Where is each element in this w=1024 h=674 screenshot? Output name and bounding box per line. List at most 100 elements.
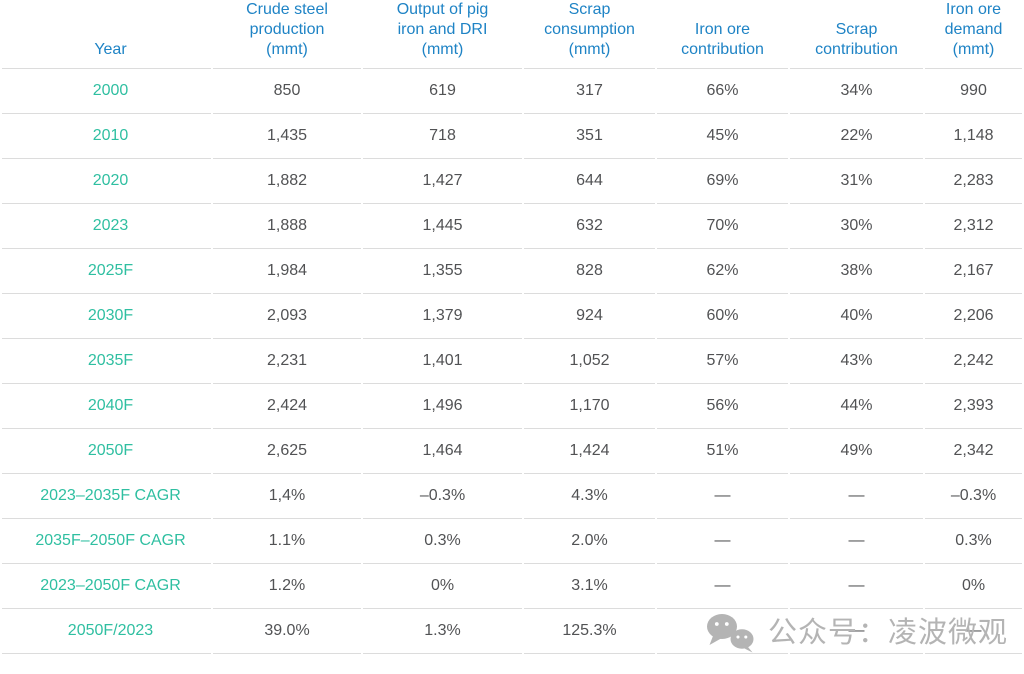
data-cell-iron-ore-demand: 2,167 [925,249,1022,294]
data-cell-scrap-contribution: 38% [790,249,923,294]
table-row: 2020 1,882 1,427 644 69% 31% 2,283 [2,159,1022,204]
data-cell-pig-iron-dri-output: 1,355 [363,249,522,294]
data-cell-scrap-contribution: 30% [790,204,923,249]
data-cell-iron-ore-contribution: 69% [657,159,788,204]
data-cell-scrap-contribution: 43% [790,339,923,384]
data-cell-pig-iron-dri-output: 718 [363,114,522,159]
data-cell-scrap-consumption: 644 [524,159,655,204]
table-row: 2030F 2,093 1,379 924 60% 40% 2,206 [2,294,1022,339]
data-cell-scrap-consumption: 2.0% [524,519,655,564]
table-row: 2000 850 619 317 66% 34% 990 [2,69,1022,114]
data-cell-iron-ore-contribution: 45% [657,114,788,159]
table-row: 2023–2035F CAGR 1,4% –0.3% 4.3% — — –0.3% [2,474,1022,519]
data-cell-crude-steel-production: 1,4% [213,474,361,519]
data-cell-crude-steel-production: 2,231 [213,339,361,384]
data-cell-scrap-consumption: 4.3% [524,474,655,519]
table-row: 2035F 2,231 1,401 1,052 57% 43% 2,242 [2,339,1022,384]
table-row: 2010 1,435 718 351 45% 22% 1,148 [2,114,1022,159]
table-row: 2035F–2050F CAGR 1.1% 0.3% 2.0% — —0.3% [2,519,1022,564]
data-cell-iron-ore-contribution: 57% [657,339,788,384]
data-cell-crude-steel-production: 1,888 [213,204,361,249]
row-label-year: 2025F [2,249,211,294]
data-cell-scrap-contribution: 40% [790,294,923,339]
data-cell-iron-ore-contribution: 60% [657,294,788,339]
data-cell-pig-iron-dri-output: 619 [363,69,522,114]
data-cell-scrap-consumption: 3.1% [524,564,655,609]
row-label-year: 2040F [2,384,211,429]
steel-iron-ore-table: Year Crude steel production (mmt) Output of … [2,0,1022,654]
data-cell-iron-ore-contribution: 62% [657,249,788,294]
data-cell-pig-iron-dri-output: 0% [363,564,522,609]
data-cell-iron-ore-contribution: 66% [657,69,788,114]
data-cell-pig-iron-dri-output: 1,427 [363,159,522,204]
data-cell-iron-ore-contribution: 70% [657,204,788,249]
row-label-year: 2023–2050F CAGR [2,564,211,609]
row-label-year: 2030F [2,294,211,339]
row-label-year: 2023–2035F CAGR [2,474,211,519]
data-cell-iron-ore-demand: 2,312 [925,204,1022,249]
data-cell-scrap-contribution: 34% [790,69,923,114]
data-cell-pig-iron-dri-output: 1,401 [363,339,522,384]
table-body: 2000 850 619 317 66% 34% 990 2010 1,435 718 351 45%… [2,69,1022,654]
data-cell-scrap-consumption: 1,170 [524,384,655,429]
data-cell-iron-ore-demand: 0.3% [925,519,1022,564]
data-cell-pig-iron-dri-output: 1.3% [363,609,522,654]
data-cell-pig-iron-dri-output: –0.3% [363,474,522,519]
data-cell-scrap-consumption: 1,052 [524,339,655,384]
data-cell-scrap-consumption: 317 [524,69,655,114]
data-cell-pig-iron-dri-output: 1,445 [363,204,522,249]
data-cell-crude-steel-production: 1.1% [213,519,361,564]
table-row: 2050F 2,625 1,464 1,424 51% 49% 2,342 [2,429,1022,474]
row-label-year: 2050F [2,429,211,474]
data-cell-scrap-consumption: 351 [524,114,655,159]
data-cell-iron-ore-contribution: — [657,474,788,519]
data-cell-iron-ore-contribution: — [657,564,788,609]
data-cell-iron-ore-demand: 0% [925,564,1022,609]
data-cell-pig-iron-dri-output: 1,496 [363,384,522,429]
row-label-year: 2035F–2050F CAGR [2,519,211,564]
data-cell-iron-ore-demand: 2,283 [925,159,1022,204]
column-header-year: Year [2,0,211,69]
data-cell-crude-steel-production: 1,882 [213,159,361,204]
data-cell-iron-ore-demand: 2,206 [925,294,1022,339]
row-label-year: 2023 [2,204,211,249]
header-row: Year Crude steel production (mmt) Output of … [2,0,1022,69]
table-row: 2050F/2023 39.0% 1.3% 125.3% — — — [2,609,1022,654]
table-row: 2023–2050F CAGR 1.2% 0% 3.1% — —0% [2,564,1022,609]
data-cell-crude-steel-production: 2,093 [213,294,361,339]
data-cell-crude-steel-production: 2,424 [213,384,361,429]
data-cell-iron-ore-contribution: — [657,519,788,564]
data-cell-scrap-contribution: 31% [790,159,923,204]
column-header-pig-iron-dri-output: Output of pig iron and DRI (mmt) [363,0,522,69]
data-cell-crude-steel-production: 39.0% [213,609,361,654]
data-cell-iron-ore-demand: 2,242 [925,339,1022,384]
data-cell-scrap-consumption: 828 [524,249,655,294]
row-label-year: 2010 [2,114,211,159]
data-cell-iron-ore-contribution: — [657,609,788,654]
table-row: 2023 1,888 1,445 632 70% 30% 2,312 [2,204,1022,249]
data-cell-iron-ore-contribution: 51% [657,429,788,474]
data-cell-crude-steel-production: 2,625 [213,429,361,474]
column-header-iron-ore-contribution: Iron ore contribution [657,0,788,69]
data-cell-pig-iron-dri-output: 0.3% [363,519,522,564]
column-header-crude-steel-production: Crude steel production (mmt) [213,0,361,69]
data-cell-scrap-contribution: — [790,609,923,654]
data-cell-crude-steel-production: 1,984 [213,249,361,294]
data-cell-scrap-consumption: 125.3% [524,609,655,654]
column-header-iron-ore-demand: Iron ore demand (mmt) [925,0,1022,69]
data-cell-scrap-contribution: 49% [790,429,923,474]
row-label-year: 2050F/2023 [2,609,211,654]
data-cell-iron-ore-demand: 2,342 [925,429,1022,474]
data-cell-crude-steel-production: 1.2% [213,564,361,609]
data-cell-scrap-contribution: 22% [790,114,923,159]
data-cell-scrap-contribution: — [790,474,923,519]
data-cell-pig-iron-dri-output: 1,379 [363,294,522,339]
data-cell-iron-ore-contribution: 56% [657,384,788,429]
data-cell-scrap-consumption: 924 [524,294,655,339]
data-cell-scrap-contribution: 44% [790,384,923,429]
table-row: 2025F 1,984 1,355 828 62% 38% 2,167 [2,249,1022,294]
row-label-year: 2000 [2,69,211,114]
data-cell-iron-ore-demand: 2,393 [925,384,1022,429]
data-cell-scrap-consumption: 1,424 [524,429,655,474]
